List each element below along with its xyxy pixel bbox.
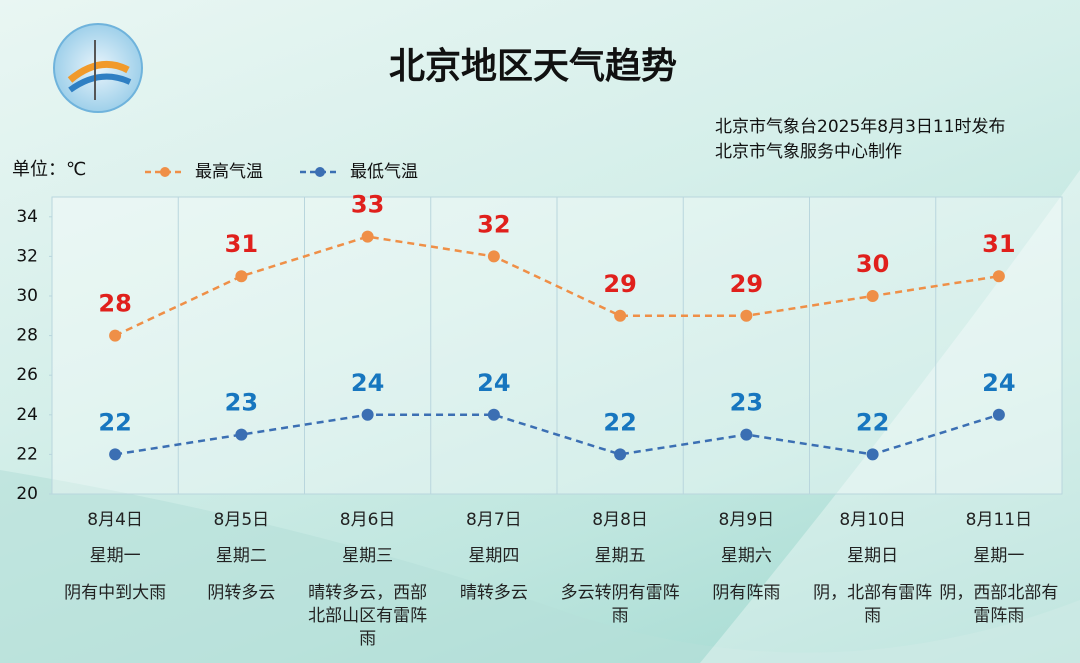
legend-marker: [315, 167, 325, 177]
data-point: [614, 309, 627, 322]
data-point: [235, 428, 248, 441]
weekday: 星期一: [89, 546, 141, 566]
x-tick-label: 8月8日: [592, 510, 648, 530]
data-label: 24: [351, 369, 384, 397]
data-label: 23: [730, 389, 763, 417]
data-point: [361, 230, 374, 243]
data-point: [866, 448, 879, 461]
y-tick-label: 24: [16, 405, 38, 425]
x-tick-label: 8月10日: [839, 510, 906, 530]
series-line: [114, 413, 1000, 456]
weekday: 星期五: [594, 546, 646, 566]
data-label: 31: [982, 230, 1015, 258]
legend-label: 最高气温: [195, 162, 263, 182]
data-point: [235, 270, 248, 283]
weather: 晴转多云: [459, 583, 528, 603]
weather: 阴有中到大雨: [64, 583, 167, 603]
weekday: 星期二: [215, 546, 267, 566]
weather: 晴转多云，西部北部山区有雷阵雨: [308, 583, 428, 649]
data-label: 30: [856, 250, 889, 278]
y-tick-label: 32: [16, 246, 38, 266]
data-point: [487, 408, 500, 421]
weekday: 星期一: [973, 546, 1025, 566]
weekday: 星期日: [847, 546, 899, 566]
data-point: [866, 290, 879, 302]
chart-title: 北京地区天气趋势: [389, 45, 677, 87]
data-point: [109, 329, 122, 342]
x-tick-label: 8月9日: [718, 510, 775, 530]
data-point: [992, 270, 1005, 283]
data-label: 22: [603, 408, 636, 436]
data-label: 29: [603, 270, 636, 298]
y-tick-label: 20: [16, 484, 38, 504]
weekday: 星期四: [468, 546, 520, 566]
data-label: 28: [98, 290, 131, 318]
weather: 阴，西部北部有雷阵雨: [939, 583, 1059, 626]
data-point: [740, 309, 753, 322]
weekday: 星期六: [720, 546, 772, 566]
x-tick-label: 8月4日: [87, 510, 143, 530]
x-tick-label: 8月11日: [965, 510, 1033, 530]
legend-marker: [160, 167, 170, 177]
data-label: 33: [351, 191, 384, 219]
y-tick-label: 28: [16, 326, 38, 346]
logo: [53, 23, 143, 113]
data-point: [740, 428, 753, 441]
producer: 北京市气象服务中心制作: [715, 142, 902, 162]
data-label: 24: [982, 369, 1015, 397]
y-tick-label: 26: [16, 365, 38, 385]
decor-wave: [0, 470, 1080, 663]
weather: 阴有阵雨: [712, 583, 781, 603]
weekday: 星期三: [342, 546, 394, 566]
weather: 阴，北部有雷阵雨: [813, 583, 933, 626]
data-point: [614, 448, 627, 461]
decor-wave: [700, 170, 1080, 663]
y-tick-label: 30: [16, 286, 38, 306]
issuer: 北京市气象台2025年8月3日11时发布: [715, 117, 1006, 137]
data-point: [361, 408, 374, 421]
data-label: 32: [477, 210, 510, 238]
x-tick-label: 8月6日: [339, 510, 396, 530]
legend-label: 最低气温: [350, 162, 418, 182]
data-label: 22: [98, 408, 131, 436]
unit-label: 单位：℃: [12, 159, 86, 180]
weather: 阴转多云: [207, 583, 276, 603]
x-tick-label: 8月7日: [466, 510, 522, 530]
data-point: [487, 250, 500, 263]
data-label: 31: [225, 230, 258, 258]
data-label: 24: [477, 369, 510, 397]
y-tick-label: 22: [16, 444, 38, 464]
data-label: 29: [730, 270, 763, 298]
data-point: [992, 408, 1005, 421]
y-tick-label: 34: [16, 207, 38, 227]
data-label: 23: [225, 389, 258, 417]
data-label: 22: [856, 408, 889, 436]
data-point: [109, 448, 122, 461]
weather: 多云转阴有雷阵雨: [560, 583, 680, 626]
series-line: [114, 235, 1000, 337]
x-tick-label: 8月5日: [213, 510, 270, 530]
